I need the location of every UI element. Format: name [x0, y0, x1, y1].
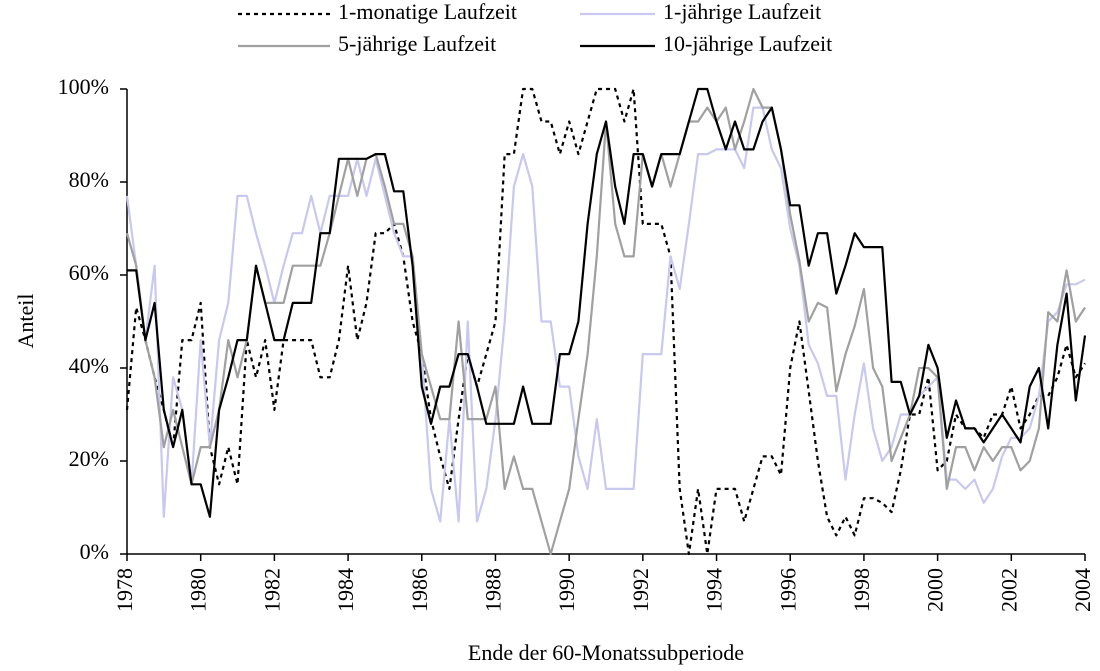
x-tick-label: 1988: [481, 568, 506, 612]
x-tick-label: 2000: [923, 568, 948, 612]
x-tick-label: 1992: [628, 568, 653, 612]
series-line: [125, 106, 1086, 523]
x-tick-label: 2004: [1070, 568, 1095, 612]
x-tick-label: 1996: [775, 568, 800, 612]
x-tick-label: 2002: [996, 568, 1021, 612]
x-tick-label: 1986: [407, 568, 432, 612]
legend-label: 10-jährige Laufzeit: [663, 31, 832, 56]
y-tick-label: 40%: [69, 353, 109, 378]
legend-label: 5-jährige Laufzeit: [338, 31, 496, 56]
x-axis-label: Ende der 60-Monatssubperiode: [468, 640, 744, 665]
x-tick-label: 1994: [702, 568, 727, 612]
y-axis-label: Anteil: [13, 294, 38, 349]
x-tick-label: 1998: [849, 568, 874, 612]
y-tick-label: 20%: [69, 446, 109, 471]
x-tick-label: 1978: [112, 568, 137, 612]
x-tick-label: 1990: [554, 568, 579, 612]
legend-label: 1-monatige Laufzeit: [338, 0, 517, 24]
legend-label: 1-jährige Laufzeit: [663, 0, 821, 24]
y-tick-label: 0%: [80, 539, 109, 564]
x-tick-label: 1984: [333, 568, 358, 612]
y-tick-label: 100%: [58, 74, 109, 99]
y-tick-label: 60%: [69, 260, 109, 285]
x-tick-label: 1982: [259, 568, 284, 612]
series-line: [127, 87, 1087, 518]
y-tick-label: 80%: [69, 167, 109, 192]
x-tick-label: 1980: [186, 568, 211, 612]
